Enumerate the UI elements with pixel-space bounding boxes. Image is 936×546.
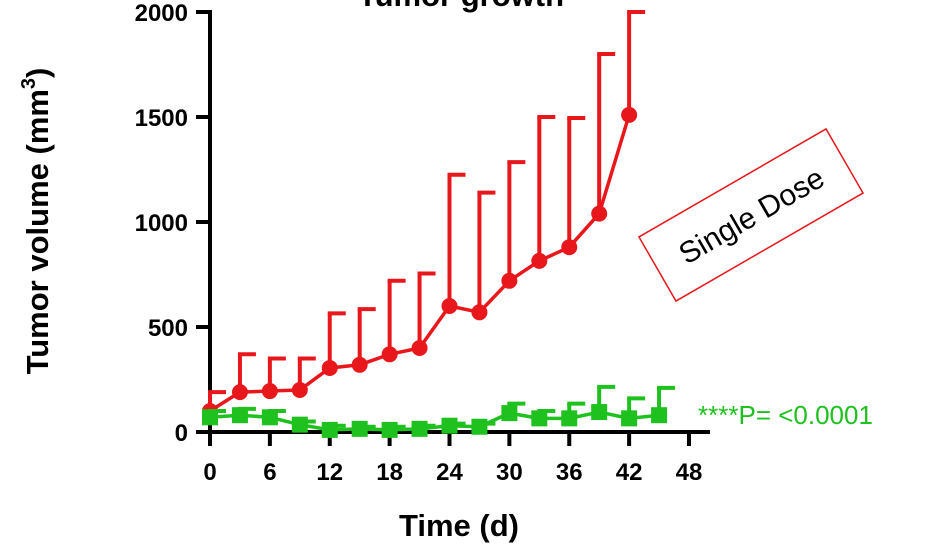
data-point — [471, 304, 488, 321]
data-point — [291, 416, 308, 433]
y-axis-title-main: Tumor volume (mm — [20, 89, 55, 374]
single-dose-box — [637, 127, 865, 303]
data-point — [321, 421, 338, 438]
x-tick-label: 12 — [316, 459, 343, 486]
x-tick-label: 30 — [496, 459, 523, 486]
x-tick-label: 0 — [203, 459, 216, 486]
data-point — [501, 405, 518, 422]
data-point — [381, 346, 398, 363]
y-axis-title: Tumor volume (mm3) — [18, 68, 55, 375]
data-point — [411, 420, 428, 437]
y-axis-title-suffix: ) — [20, 68, 55, 78]
data-point — [291, 382, 308, 398]
x-tick-label: 36 — [556, 459, 583, 486]
data-point — [561, 410, 578, 427]
y-tick-label: 1500 — [135, 105, 188, 132]
series-line — [209, 410, 660, 432]
data-point — [621, 410, 638, 427]
y-axis-title-superscript: 3 — [18, 78, 40, 89]
x-tick-label: 42 — [616, 459, 643, 486]
series-0 — [202, 10, 646, 419]
axes — [208, 10, 710, 434]
p-value-label: ****P= <0.0001 — [698, 400, 873, 430]
data-point — [561, 239, 578, 256]
series-1 — [202, 384, 676, 438]
data-point — [351, 356, 368, 373]
data-point — [591, 404, 608, 421]
data-point — [231, 384, 248, 401]
y-tick-label: 0 — [175, 420, 188, 447]
x-tick-label: 6 — [263, 459, 276, 486]
data-point — [231, 407, 248, 424]
data-point — [471, 418, 488, 435]
data-point — [651, 407, 668, 424]
x-tick-label: 48 — [676, 459, 703, 486]
data-point — [261, 383, 278, 400]
x-axis-title: Time (d) — [399, 508, 519, 543]
x-ticks: 0 6 12 18 24 30 36 42 48 — [203, 432, 702, 486]
x-tick-label: 24 — [436, 459, 463, 486]
y-ticks: 0 500 1000 1500 2000 — [135, 0, 210, 447]
chart-title: Tumor growth — [358, 0, 564, 13]
series-layer — [202, 10, 676, 438]
data-point — [531, 410, 548, 427]
data-point — [441, 298, 458, 314]
y-tick-label: 2000 — [135, 0, 188, 27]
data-point — [441, 417, 458, 434]
data-point — [411, 340, 428, 356]
y-tick-label: 500 — [148, 315, 188, 342]
data-point — [621, 106, 638, 123]
data-point — [351, 420, 368, 437]
data-point — [531, 252, 548, 269]
data-point — [202, 409, 218, 426]
x-tick-label: 18 — [376, 459, 403, 486]
data-point — [591, 205, 608, 222]
data-point — [501, 272, 518, 289]
series-line — [209, 114, 631, 413]
data-point — [321, 359, 338, 376]
y-tick-label: 1000 — [135, 210, 188, 237]
single-dose-note: Single Dose — [637, 127, 865, 303]
data-point — [381, 421, 398, 438]
data-point — [261, 409, 278, 426]
